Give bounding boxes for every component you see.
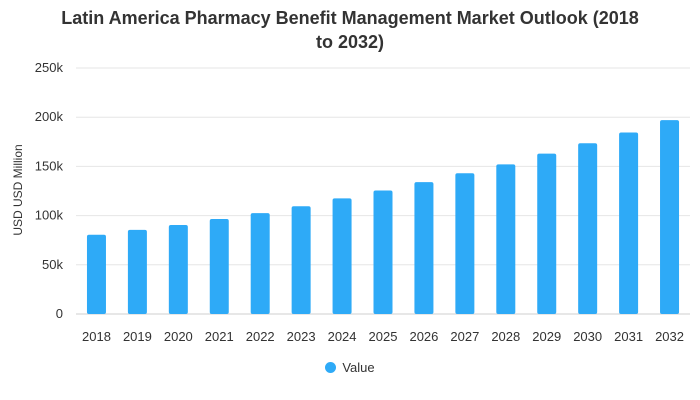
bar[interactable] — [660, 120, 680, 314]
bar[interactable] — [291, 206, 311, 314]
y-tick-label: 250k — [35, 60, 64, 75]
chart-title-line-1: Latin America Pharmacy Benefit Managemen… — [61, 8, 639, 28]
x-axis-ticks: 2018 2019 2020 2021 2022 2023 2024 2025 2026 2027… — [82, 329, 684, 344]
x-tick-label: 2019 — [123, 329, 152, 344]
bar[interactable] — [127, 229, 147, 314]
bar[interactable] — [373, 190, 393, 314]
x-tick-label: 2021 — [205, 329, 234, 344]
x-tick-label: 2028 — [491, 329, 520, 344]
chart-title-line-2: to 2032) — [315, 32, 385, 52]
y-tick-label: 150k — [35, 158, 64, 173]
x-tick-label: 2029 — [532, 329, 561, 344]
bar[interactable] — [168, 224, 188, 314]
legend[interactable]: Value — [0, 360, 700, 375]
legend-swatch-icon — [325, 362, 337, 373]
bar[interactable] — [496, 164, 516, 314]
x-tick-label: 2025 — [369, 329, 398, 344]
bar[interactable] — [414, 182, 434, 314]
y-axis-ticks: 0 50k 100k 150k 200k 250k — [35, 60, 64, 321]
x-tick-label: 2032 — [655, 329, 684, 344]
y-tick-label: 0 — [56, 306, 63, 321]
y-tick-label: 50k — [42, 257, 63, 272]
bar[interactable] — [332, 198, 352, 314]
x-tick-label: 2031 — [614, 329, 643, 344]
bar[interactable] — [86, 234, 106, 314]
x-tick-label: 2022 — [246, 329, 275, 344]
y-tick-label: 100k — [35, 208, 64, 223]
bar[interactable] — [537, 153, 557, 314]
bar[interactable] — [455, 173, 475, 314]
bar[interactable] — [578, 143, 598, 314]
x-tick-label: 2027 — [450, 329, 479, 344]
bar[interactable] — [209, 219, 229, 314]
legend-label: Value — [342, 360, 375, 375]
x-tick-label: 2018 — [82, 329, 111, 344]
bar[interactable] — [250, 213, 270, 314]
x-tick-label: 2030 — [573, 329, 602, 344]
x-tick-label: 2024 — [328, 329, 357, 344]
x-tick-label: 2020 — [164, 329, 193, 344]
chart-title: Latin America Pharmacy Benefit Managemen… — [0, 6, 700, 54]
bars — [86, 120, 680, 314]
y-tick-label: 200k — [35, 109, 64, 124]
y-axis-title: USD USD Million — [11, 144, 25, 235]
x-tick-label: 2026 — [409, 329, 438, 344]
bar[interactable] — [619, 132, 639, 314]
x-tick-label: 2023 — [287, 329, 316, 344]
